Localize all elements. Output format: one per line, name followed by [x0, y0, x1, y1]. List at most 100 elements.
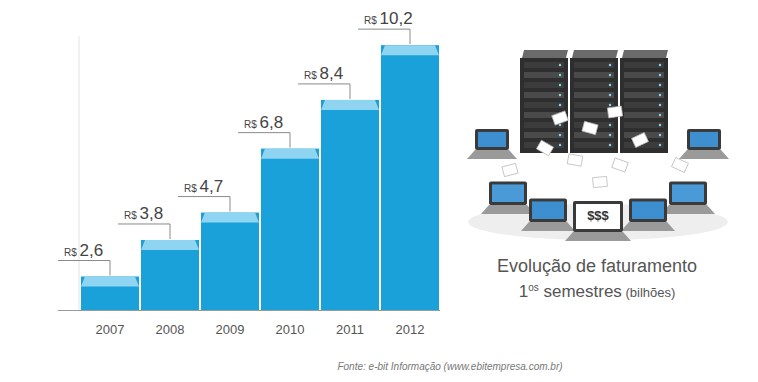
bar-body — [261, 149, 319, 310]
laptop-lid — [629, 198, 667, 222]
laptop-lid — [529, 198, 567, 222]
rack-led — [559, 124, 561, 126]
subtitle: 1os semestres (bilhões) — [519, 282, 676, 301]
rack-led — [559, 134, 561, 136]
laptop-screen — [492, 184, 524, 202]
rack-slot — [524, 82, 564, 88]
leader-line — [178, 197, 230, 212]
rack-led — [659, 134, 661, 136]
x-tick-label: 2007 — [96, 322, 125, 337]
rack-slot — [524, 132, 564, 138]
laptop-base — [521, 222, 575, 231]
shadow — [468, 204, 728, 240]
bar-body — [141, 240, 199, 310]
paper — [502, 163, 518, 176]
screen-text: $$$ — [587, 208, 609, 223]
x-tick-label: 2010 — [276, 322, 305, 337]
bar-cap — [381, 45, 439, 55]
rack-slot — [624, 112, 664, 118]
rack — [520, 58, 568, 153]
source: Fonte: e-bit Informação (www.ebitempresa… — [337, 361, 562, 372]
bars — [81, 45, 439, 310]
rack-slot — [624, 92, 664, 98]
x-tick-label: 2009 — [216, 322, 245, 337]
laptop-base — [565, 232, 631, 241]
rack-top — [522, 50, 568, 58]
bar-body — [201, 213, 259, 310]
paper — [672, 158, 689, 173]
data-label: R$ 4,7 — [184, 177, 223, 196]
rack-led — [659, 64, 661, 66]
data-label: R$ 3,8 — [124, 204, 163, 223]
illustration — [467, 50, 729, 241]
rack-slot — [574, 62, 614, 68]
data-label: R$ 2,6 — [64, 241, 103, 260]
paper — [536, 140, 553, 156]
rack-slot — [574, 142, 614, 148]
rack-top — [622, 50, 668, 58]
bar — [141, 240, 199, 310]
paper — [612, 158, 629, 172]
rack-led — [609, 134, 611, 136]
rack-slot — [624, 122, 664, 128]
rack-slot — [624, 82, 664, 88]
rack-led — [659, 124, 661, 126]
laptop-screen — [672, 184, 704, 202]
laptop-lid — [669, 181, 707, 205]
data-label: R$ 8,4 — [304, 64, 343, 83]
bar — [321, 100, 379, 310]
data-label: R$ 10,2 — [364, 9, 413, 28]
rack-top — [572, 50, 618, 58]
rack-led — [609, 64, 611, 66]
bar-cap — [261, 149, 319, 159]
rack-slot — [524, 102, 564, 108]
rack-slot — [624, 102, 664, 108]
x-tick-label: 2011 — [336, 322, 364, 337]
laptop-base — [467, 150, 517, 159]
rack-led — [559, 84, 561, 86]
rack — [570, 58, 618, 153]
chart: 200720082009201020112012R$ 2,6R$ 3,8R$ 4… — [0, 0, 758, 382]
rack-slot — [574, 82, 614, 88]
bar — [381, 45, 439, 310]
rack-led — [609, 104, 611, 106]
leader-line — [298, 84, 350, 99]
rack-led — [609, 124, 611, 126]
bar-cap — [81, 277, 139, 287]
bar-body — [381, 45, 439, 310]
laptop-base — [661, 205, 715, 214]
laptop-base — [621, 222, 675, 231]
rack-led — [609, 84, 611, 86]
rack-led — [659, 104, 661, 106]
laptop-screen — [632, 201, 664, 219]
rack-led — [559, 104, 561, 106]
laptop-lid — [687, 129, 721, 150]
rack-led — [659, 114, 661, 116]
rack-led — [659, 74, 661, 76]
bar-cap — [141, 240, 199, 250]
rack-slot — [524, 62, 564, 68]
leader-line — [118, 224, 170, 239]
bar-cap — [321, 100, 379, 110]
paper — [552, 111, 569, 125]
rack-slot — [524, 72, 564, 78]
laptop-lid — [475, 129, 509, 150]
rack-slot — [574, 72, 614, 78]
baseline — [58, 310, 440, 311]
paper — [582, 121, 598, 134]
paper — [632, 133, 649, 148]
leader-line — [238, 133, 290, 148]
title: Evolução de faturamento — [497, 256, 697, 276]
data-label: R$ 6,8 — [244, 113, 283, 132]
rack-led — [559, 74, 561, 76]
laptop-screen — [690, 132, 718, 147]
laptop-base — [481, 205, 535, 214]
rack-slot — [624, 72, 664, 78]
rack-led — [659, 144, 661, 146]
rack-led — [609, 94, 611, 96]
y-axis-line — [79, 36, 80, 310]
laptop-screen — [576, 204, 620, 229]
rack-led — [659, 84, 661, 86]
paper — [593, 176, 608, 187]
x-tick-label: 2012 — [396, 322, 425, 337]
